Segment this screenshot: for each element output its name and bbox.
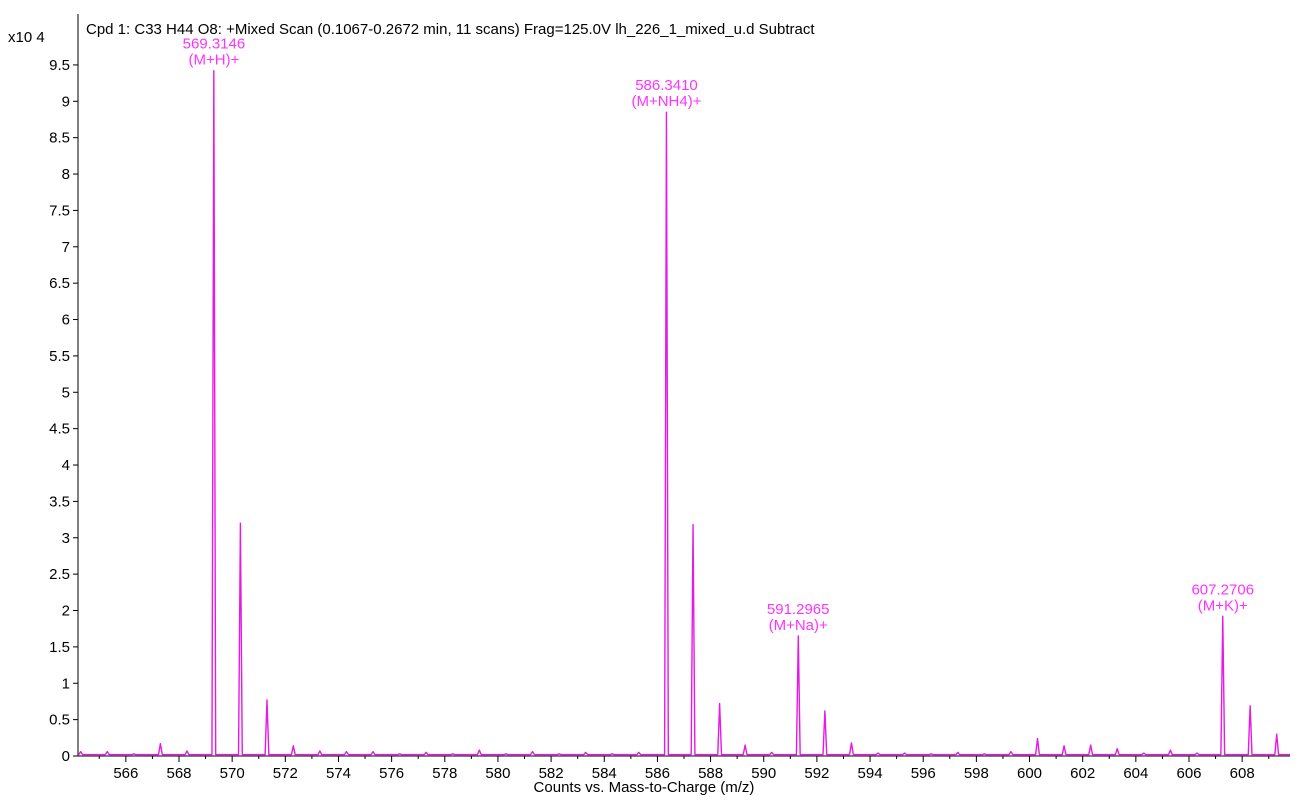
y-tick-label: 4.5 bbox=[49, 421, 70, 438]
x-tick-label: 608 bbox=[1230, 765, 1255, 782]
peak-ion-label: (M+H)+ bbox=[189, 52, 240, 69]
peak-ion-label: (M+NH4)+ bbox=[631, 93, 701, 110]
y-tick-label: 9.5 bbox=[49, 57, 70, 74]
y-multiplier-label: x10 4 bbox=[8, 29, 45, 46]
y-tick-label: 1.5 bbox=[49, 639, 70, 656]
x-tick-label: 594 bbox=[858, 765, 883, 782]
peak-mz-label: 607.2706 bbox=[1191, 581, 1254, 598]
y-tick-label: 2 bbox=[62, 603, 70, 620]
y-tick-label: 0.5 bbox=[49, 712, 70, 729]
y-tick-label: 6.5 bbox=[49, 275, 70, 292]
x-tick-label: 568 bbox=[166, 765, 191, 782]
y-tick-label: 4 bbox=[62, 457, 70, 474]
spectrum-trace bbox=[78, 70, 1290, 756]
x-tick-label: 578 bbox=[432, 765, 457, 782]
x-tick-label: 596 bbox=[911, 765, 936, 782]
x-tick-label: 592 bbox=[804, 765, 829, 782]
x-axis-ticks: 566 568 570 572 574 576 578 580 582 584 586 588 590 5… bbox=[98, 756, 1270, 782]
x-tick-label: 566 bbox=[113, 765, 138, 782]
y-tick-label: 5 bbox=[62, 384, 70, 401]
y-tick-label: 3.5 bbox=[49, 493, 70, 510]
peak-mz-label: 586.3410 bbox=[635, 77, 698, 94]
x-tick-label: 602 bbox=[1070, 765, 1095, 782]
chart-title: Cpd 1: C33 H44 O8: +Mixed Scan (0.1067-0… bbox=[86, 21, 815, 38]
y-tick-label: 8 bbox=[62, 166, 70, 183]
y-tick-label: 3 bbox=[62, 530, 70, 547]
y-tick-label: 1 bbox=[62, 675, 70, 692]
x-tick-label: 574 bbox=[326, 765, 351, 782]
x-tick-label: 606 bbox=[1176, 765, 1201, 782]
x-tick-label: 576 bbox=[379, 765, 404, 782]
y-axis-ticks: 0 0.5 1 1.5 2 2.5 3 3.5 4 4.5 5 5.5 6 6.5 7 7.5 8 8.5 9 9.5 bbox=[49, 57, 78, 765]
x-tick-label: 590 bbox=[751, 765, 776, 782]
x-tick-label: 580 bbox=[485, 765, 510, 782]
y-tick-label: 9 bbox=[62, 93, 70, 110]
x-tick-label: 582 bbox=[539, 765, 564, 782]
y-tick-label: 5.5 bbox=[49, 348, 70, 365]
x-tick-label: 600 bbox=[1017, 765, 1042, 782]
peak-labels: 569.3146(M+H)+586.3410(M+NH4)+591.2965(M… bbox=[183, 36, 1254, 634]
x-tick-label: 570 bbox=[220, 765, 245, 782]
x-tick-label: 572 bbox=[273, 765, 298, 782]
x-tick-label: 604 bbox=[1123, 765, 1148, 782]
y-tick-label: 0 bbox=[62, 748, 70, 765]
peak-ion-label: (M+Na)+ bbox=[769, 617, 828, 634]
y-tick-label: 7 bbox=[62, 239, 70, 256]
peak-ion-label: (M+K)+ bbox=[1198, 597, 1248, 614]
x-tick-label: 588 bbox=[698, 765, 723, 782]
y-tick-label: 2.5 bbox=[49, 566, 70, 583]
y-tick-label: 6 bbox=[62, 312, 70, 329]
y-tick-label: 8.5 bbox=[49, 130, 70, 147]
x-tick-label: 598 bbox=[964, 765, 989, 782]
x-axis-label: Counts vs. Mass-to-Charge (m/z) bbox=[534, 779, 755, 795]
x-tick-label: 586 bbox=[645, 765, 670, 782]
y-tick-label: 7.5 bbox=[49, 202, 70, 219]
peak-mz-label: 569.3146 bbox=[183, 36, 246, 53]
x-tick-label: 584 bbox=[592, 765, 617, 782]
peak-mz-label: 591.2965 bbox=[767, 601, 830, 618]
